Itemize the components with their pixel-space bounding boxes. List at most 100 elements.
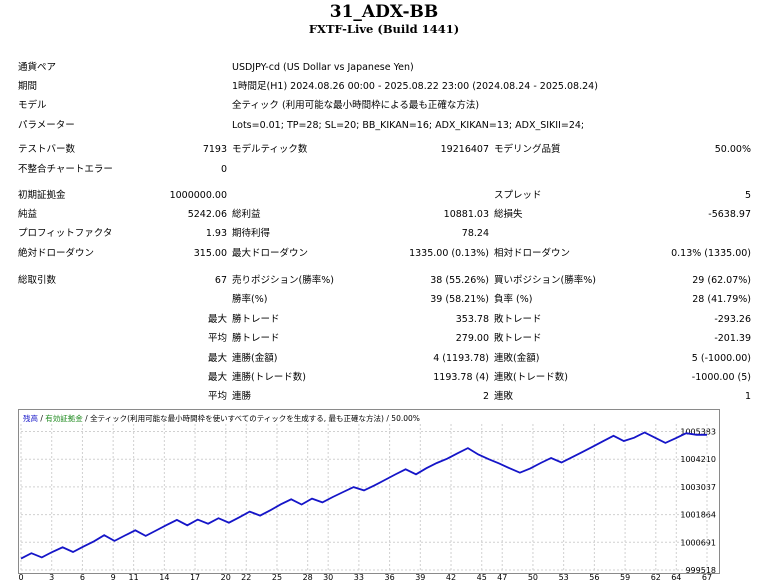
loss-pct-label: 負率 (%) bbox=[494, 294, 533, 305]
max-dd-label: 最大ドローダウン bbox=[232, 248, 309, 259]
model-label: モデル bbox=[18, 100, 47, 111]
avg-cons-losses-label: 連敗 bbox=[494, 391, 514, 402]
symbol-label: 通貨ペア bbox=[18, 62, 57, 73]
deposit-label: 初期証拠金 bbox=[18, 190, 66, 201]
x-tick-label: 64 bbox=[671, 573, 682, 582]
cons-wins-cnt-label: 連勝(トレード数) bbox=[232, 372, 306, 383]
max-word-3: 最大 bbox=[207, 372, 227, 383]
long-value: 29 (62.07%) bbox=[692, 275, 751, 286]
win-pct-value: 39 (58.21%) bbox=[430, 294, 489, 305]
rel-dd-label: 相対ドローダウン bbox=[494, 248, 571, 259]
period-label: 期間 bbox=[18, 81, 38, 92]
legend-sep: / bbox=[384, 414, 392, 423]
period-value: 1時間足(H1) 2024.08.26 00:00 - 2025.08.22 2… bbox=[232, 81, 598, 92]
cons-losses-amt-label: 連敗(金額) bbox=[494, 353, 540, 364]
cons-losses-cnt-label: 連敗(トレード数) bbox=[494, 372, 568, 383]
x-tick-label: 59 bbox=[619, 573, 631, 582]
abs-dd-value: 315.00 bbox=[193, 248, 227, 259]
legend-balance: 残高 bbox=[23, 414, 38, 423]
cons-losses-amt-value: 5 (-1000.00) bbox=[691, 353, 751, 364]
gross-profit-value: 10881.03 bbox=[443, 209, 489, 220]
mismatch-value: 0 bbox=[220, 164, 227, 175]
mismatch-label: 不整合チャートエラー bbox=[18, 164, 113, 175]
avg-win-label: 勝トレード bbox=[232, 333, 280, 344]
net-label: 純益 bbox=[18, 209, 38, 220]
x-tick-label: 42 bbox=[445, 573, 457, 582]
legend-quality: 50.00% bbox=[391, 414, 420, 423]
avg-win-value: 279.00 bbox=[455, 333, 489, 344]
x-tick-label: 62 bbox=[650, 573, 661, 582]
bars-label: テストバー数 bbox=[18, 144, 76, 155]
legend-sep: / bbox=[38, 414, 46, 423]
x-tick-label: 36 bbox=[384, 573, 395, 582]
avg-word-2: 平均 bbox=[207, 391, 227, 402]
spread-label: スプレッド bbox=[494, 190, 542, 201]
avg-cons-wins-value: 2 bbox=[482, 391, 489, 402]
report-table: 通貨ペア USDJPY-cd (US Dollar vs Japanese Ye… bbox=[18, 62, 751, 402]
ticks-value: 19216407 bbox=[440, 144, 489, 155]
spread-value: 5 bbox=[744, 190, 751, 201]
x-tick-label: 22 bbox=[241, 573, 252, 582]
report-subtitle: FXTF-Live (Build 1441) bbox=[308, 22, 460, 36]
gross-profit-label: 総利益 bbox=[232, 209, 261, 220]
largest-win-label: 勝トレード bbox=[232, 314, 280, 325]
avg-cons-losses-value: 1 bbox=[744, 391, 751, 402]
y-tick-label: 999518 bbox=[685, 566, 716, 573]
x-tick-label: 9 bbox=[110, 573, 116, 582]
legend-sep: / bbox=[82, 414, 91, 423]
y-tick-label: 1004210 bbox=[680, 455, 716, 464]
x-tick-label: 47 bbox=[497, 573, 508, 582]
pf-label: プロフィットファクタ bbox=[18, 228, 113, 239]
balance-line bbox=[20, 431, 707, 560]
avg-cons-wins-label: 連勝 bbox=[232, 391, 252, 402]
x-tick-label: 56 bbox=[589, 573, 600, 582]
ticks-label: モデルティック数 bbox=[232, 144, 308, 155]
max-word-2: 最大 bbox=[207, 353, 227, 364]
largest-win-value: 353.78 bbox=[455, 314, 489, 325]
cons-wins-cnt-value: 1193.78 (4) bbox=[433, 372, 489, 383]
x-tick-label: 25 bbox=[271, 573, 283, 582]
trades-value: 67 bbox=[214, 275, 227, 286]
rel-dd-value: 0.13% (1335.00) bbox=[671, 248, 751, 259]
x-tick-label: 20 bbox=[220, 573, 231, 582]
x-tick-label: 0 bbox=[18, 573, 24, 582]
short-value: 38 (55.26%) bbox=[430, 275, 489, 286]
x-tick-label: 6 bbox=[79, 573, 85, 582]
gross-loss-value: -5638.97 bbox=[708, 209, 751, 220]
cons-losses-cnt-value: -1000.00 (5) bbox=[691, 372, 751, 383]
expected-label: 期待利得 bbox=[232, 228, 271, 239]
abs-dd-label: 絶対ドローダウン bbox=[18, 248, 95, 259]
params-label: パラメーター bbox=[18, 120, 75, 131]
largest-loss-value: -293.26 bbox=[714, 314, 751, 325]
x-tick-label: 50 bbox=[527, 573, 539, 582]
avg-loss-value: -201.39 bbox=[714, 333, 751, 344]
max-word-1: 最大 bbox=[207, 314, 227, 325]
x-tick-label: 11 bbox=[128, 573, 139, 582]
net-value: 5242.06 bbox=[187, 209, 227, 220]
x-tick-label: 33 bbox=[353, 573, 364, 582]
avg-loss-label: 敗トレード bbox=[494, 333, 542, 344]
loss-pct-value: 28 (41.79%) bbox=[692, 294, 751, 305]
cons-wins-amt-label: 連勝(金額) bbox=[232, 353, 278, 364]
y-tick-label: 1001864 bbox=[680, 511, 716, 520]
quality-value: 50.00% bbox=[714, 144, 751, 155]
x-tick-label: 45 bbox=[476, 573, 487, 582]
avg-word-1: 平均 bbox=[207, 333, 227, 344]
legend-model: 全ティック(利用可能な最小時間枠を使いすべてのティックを生成する, 最も正確な方… bbox=[90, 414, 384, 423]
gross-loss-label: 総損失 bbox=[494, 209, 523, 220]
y-tick-label: 1003037 bbox=[680, 483, 716, 492]
short-label: 売りポジション(勝率%) bbox=[232, 275, 334, 286]
bars-value: 7193 bbox=[202, 144, 227, 155]
x-tick-label: 17 bbox=[189, 573, 201, 582]
x-tick-label: 67 bbox=[701, 573, 713, 582]
chart-canvas: 999518 1000691 1001864 1003037 1004210 100538… bbox=[20, 424, 716, 573]
y-tick-label: 1000691 bbox=[680, 538, 716, 547]
long-label: 買いポジション(勝率%) bbox=[494, 275, 596, 286]
x-tick-label: 3 bbox=[49, 573, 55, 582]
chart-legend: 残高 / 有効証拠金 / 全ティック(利用可能な最小時間枠を使いすべてのティック… bbox=[23, 413, 420, 424]
pf-value: 1.93 bbox=[205, 228, 227, 239]
quality-label: モデリング品質 bbox=[494, 144, 561, 155]
x-tick-label: 39 bbox=[415, 573, 426, 582]
cons-wins-amt-value: 4 (1193.78) bbox=[433, 353, 489, 364]
trades-label: 総取引数 bbox=[18, 275, 57, 286]
